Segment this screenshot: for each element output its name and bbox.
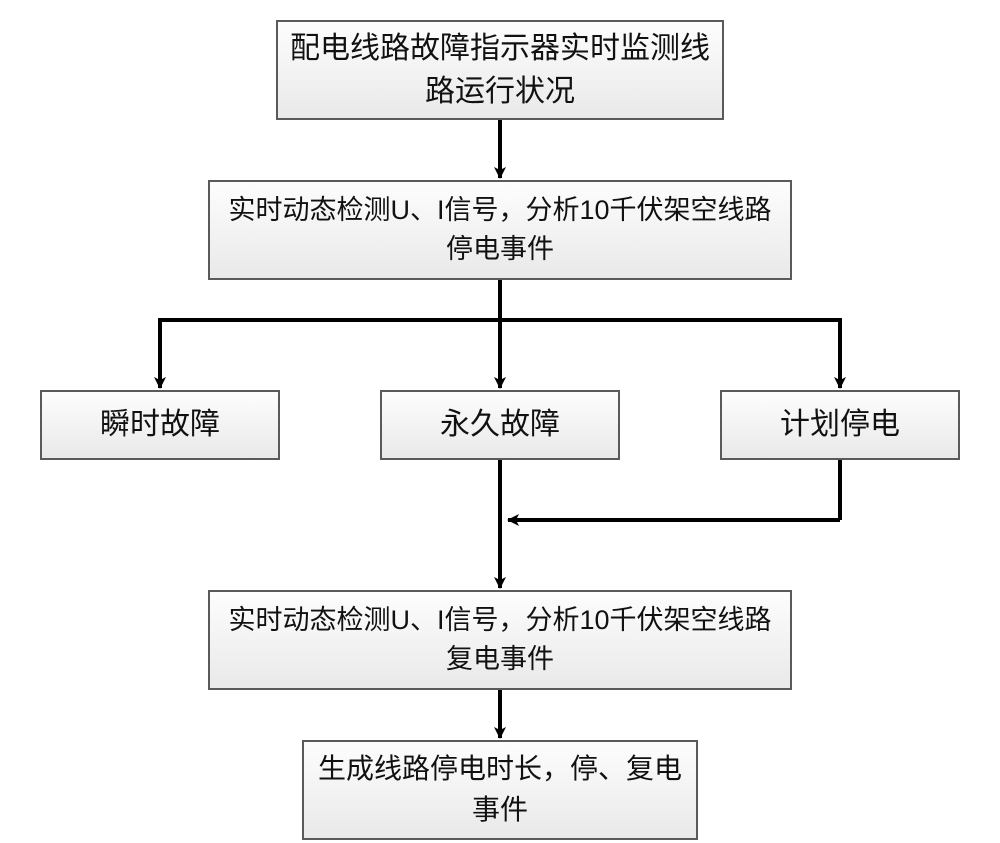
node-generate-events-text: 生成线路停电时长，停、复电事件	[314, 749, 686, 830]
node-detect-outage: 实时动态检测U、I信号，分析10千伏架空线路停电事件	[208, 180, 792, 280]
node-detect-restore: 实时动态检测U、I信号，分析10千伏架空线路复电事件	[208, 590, 792, 690]
node-transient-fault-text: 瞬时故障	[100, 403, 220, 447]
node-detect-outage-text: 实时动态检测U、I信号，分析10千伏架空线路停电事件	[220, 191, 780, 269]
node-permanent-fault-text: 永久故障	[440, 403, 560, 447]
node-permanent-fault: 永久故障	[380, 390, 620, 460]
node-monitor-text: 配电线路故障指示器实时监测线路运行状况	[288, 27, 712, 114]
node-planned-outage-text: 计划停电	[780, 403, 900, 447]
node-monitor: 配电线路故障指示器实时监测线路运行状况	[276, 20, 724, 120]
node-generate-events: 生成线路停电时长，停、复电事件	[302, 740, 698, 840]
node-detect-restore-text: 实时动态检测U、I信号，分析10千伏架空线路复电事件	[220, 601, 780, 679]
node-transient-fault: 瞬时故障	[40, 390, 280, 460]
node-planned-outage: 计划停电	[720, 390, 960, 460]
